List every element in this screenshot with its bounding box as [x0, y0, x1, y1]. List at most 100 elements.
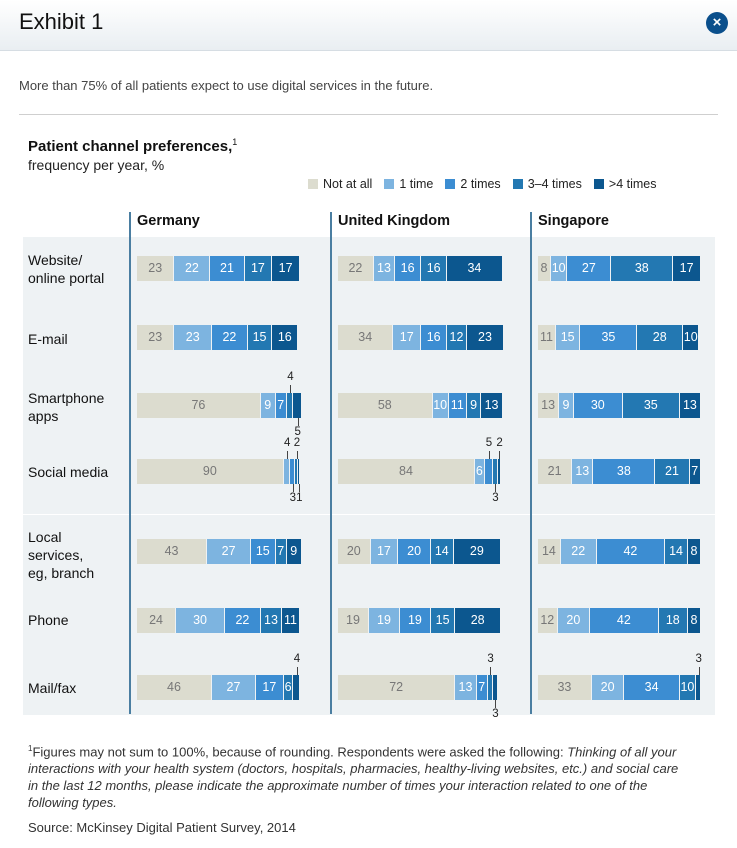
- bar-segment: 11: [448, 393, 466, 418]
- bar-segment: 14: [665, 539, 687, 564]
- panel-divider: [530, 212, 532, 714]
- data-label: 21: [547, 464, 562, 478]
- legend-item: 1 time: [384, 177, 433, 191]
- data-label: 10: [680, 680, 695, 694]
- bar-segment: 9: [260, 393, 275, 418]
- data-label: 13: [377, 261, 391, 275]
- data-label: 17: [262, 680, 277, 694]
- bar-segment: 35: [622, 393, 679, 418]
- data-label: 17: [679, 261, 694, 275]
- data-label: 14: [669, 544, 683, 558]
- data-label: 38: [634, 261, 649, 275]
- data-label: 20: [346, 544, 361, 558]
- chart-title: Patient channel preferences,1: [28, 137, 237, 155]
- bar-segment: 9: [286, 539, 301, 564]
- divider: [19, 114, 718, 115]
- data-label: 20: [407, 544, 422, 558]
- data-label-callout: 3: [487, 653, 494, 665]
- bar-segment: 27: [567, 256, 611, 281]
- data-label-callout: 3: [695, 653, 702, 665]
- row-label: Website/online portal: [28, 252, 105, 286]
- bar-segment: 43: [137, 539, 207, 564]
- callout-leader: [490, 667, 492, 675]
- footnote-text: Figures may not sum to 100%, because of …: [32, 744, 568, 760]
- exhibit-title: Exhibit 1: [19, 9, 104, 34]
- bar-segment: 23: [466, 325, 504, 350]
- data-label: 17: [376, 544, 391, 558]
- bar-segment: 17: [393, 325, 421, 350]
- bar-segment: [298, 459, 299, 484]
- legend-swatch: [445, 179, 456, 189]
- bar-segment: 46: [137, 675, 211, 700]
- bar-segment: 13: [679, 393, 700, 418]
- bar-segment: 20: [338, 539, 370, 564]
- data-label: 16: [426, 261, 441, 275]
- bar-segment: [293, 393, 301, 418]
- bar-segment: 28: [455, 608, 500, 633]
- data-label: 15: [255, 544, 270, 558]
- bar-segment: 19: [368, 608, 399, 633]
- bar-segment: 16: [421, 256, 447, 281]
- footnote-question: Thinking of all your interactions with y…: [28, 744, 679, 811]
- legend-label: 2 times: [460, 177, 501, 191]
- bar-segment: 14: [538, 539, 560, 564]
- data-label: 22: [348, 261, 363, 275]
- data-label: 14: [434, 544, 449, 558]
- data-label: 35: [601, 330, 616, 344]
- bar-segment: 8: [538, 256, 551, 281]
- bar-segment: 34: [624, 675, 679, 700]
- data-label: 29: [469, 544, 484, 558]
- bar-segment: 13: [481, 393, 502, 418]
- callout-leader: [499, 451, 501, 459]
- bar-segment: 11: [282, 608, 299, 633]
- bar-segment: 10: [679, 675, 696, 700]
- data-label: 13: [575, 464, 590, 478]
- bar-segment: 9: [466, 393, 481, 418]
- bar-segment: 22: [211, 325, 247, 350]
- data-label: 23: [185, 330, 200, 344]
- legend-label: 1 time: [399, 177, 434, 191]
- row-label: Local services, eg, branch: [28, 529, 95, 581]
- data-label: 42: [616, 613, 631, 627]
- data-label: 19: [377, 613, 391, 627]
- data-label: 15: [252, 330, 267, 344]
- data-label: 14: [541, 544, 556, 558]
- bar-segment: 19: [399, 608, 430, 633]
- data-label: 33: [557, 680, 572, 694]
- bar-segment: 17: [255, 675, 283, 700]
- data-label: 38: [616, 464, 631, 478]
- bar-segment: 13: [538, 393, 559, 418]
- data-label: 10: [551, 261, 566, 275]
- data-label: 58: [377, 398, 392, 412]
- bar-segment: 15: [247, 325, 272, 350]
- chart-subtitle: frequency per year, %: [28, 157, 165, 173]
- bar-segment: 7: [476, 675, 487, 700]
- bar-segment: 7: [275, 393, 286, 418]
- data-label: 19: [346, 613, 360, 627]
- legend-swatch: [308, 179, 318, 189]
- data-label: 15: [435, 613, 450, 627]
- callout-leader: [299, 484, 301, 492]
- data-label: 6: [284, 680, 292, 694]
- data-label: 7: [478, 680, 486, 694]
- legend-swatch: [593, 179, 604, 189]
- bar-segment: 10: [683, 325, 699, 350]
- legend-item: >4 times: [593, 177, 656, 191]
- data-label: 27: [581, 261, 596, 275]
- data-label: 17: [250, 261, 265, 275]
- bar-segment: [492, 459, 497, 484]
- data-label-callout: 4: [293, 653, 301, 665]
- callout-leader: [698, 667, 700, 675]
- bar-segment: 14: [430, 539, 453, 564]
- panel-divider: [129, 212, 131, 714]
- row-label: Smartphone apps: [28, 390, 105, 424]
- bar-segment: 13: [455, 675, 476, 700]
- data-label-callout: 1: [296, 492, 303, 504]
- bar-segment: 7: [275, 539, 286, 564]
- data-label: 11: [450, 398, 464, 412]
- close-button[interactable]: ×: [706, 12, 728, 34]
- bar-segment: [492, 675, 497, 700]
- bar-segment: [283, 459, 290, 484]
- legend-swatch: [384, 179, 395, 189]
- bar-segment: 17: [673, 256, 700, 281]
